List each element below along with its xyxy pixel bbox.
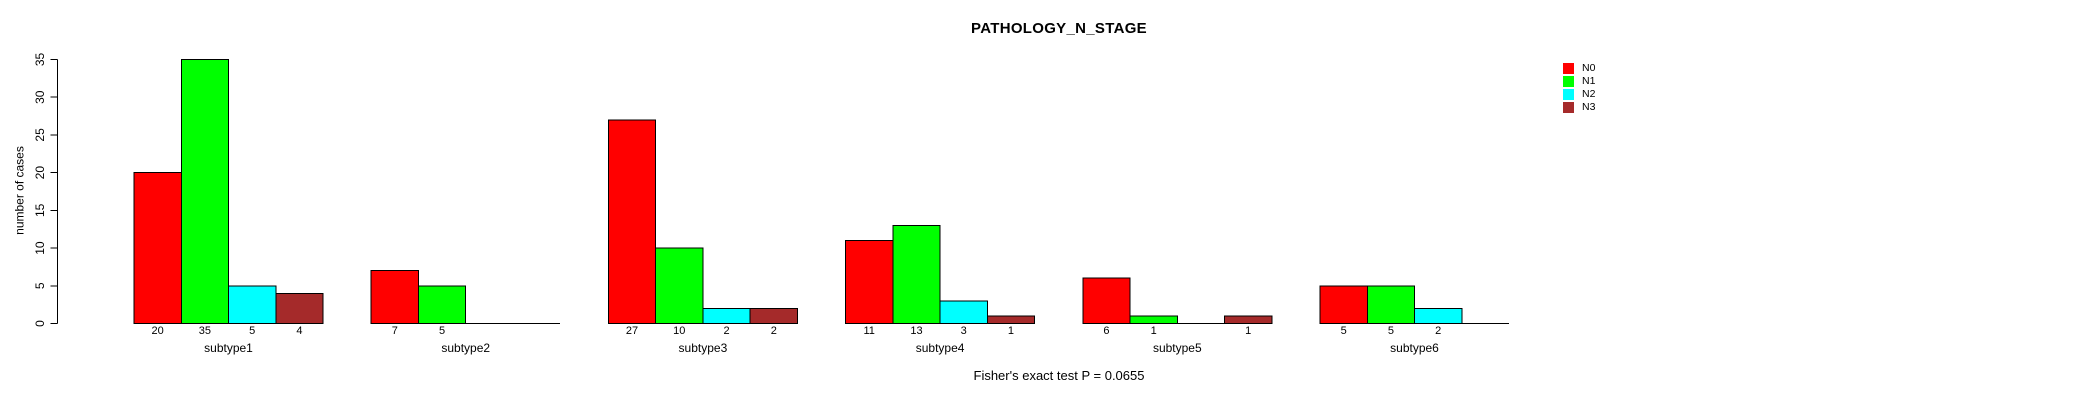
- bar-N3-subtype4: [986, 315, 1036, 325]
- bar-value-label: 6: [1103, 325, 1109, 337]
- bar-N0-subtype2: [370, 270, 419, 325]
- bar-value-label: 2: [1435, 325, 1441, 337]
- y-tick-label: 15: [33, 203, 47, 217]
- bar-N1-subtype6: [1366, 285, 1415, 324]
- bar-N2-subtype3: [702, 307, 751, 324]
- bar-N0-subtype3: [607, 119, 657, 325]
- bar-value-label: 10: [673, 325, 685, 337]
- bar-value-label: 27: [626, 325, 638, 337]
- x-category-label: subtype4: [916, 341, 965, 355]
- bar-N0-subtype1: [133, 172, 182, 324]
- x-category-label: subtype6: [1390, 341, 1439, 355]
- bar-value-label: 1: [1008, 325, 1014, 337]
- bar-N3-subtype5: [1224, 315, 1273, 325]
- bar-N0-subtype5: [1082, 277, 1131, 324]
- y-tick-label: 5: [33, 282, 47, 289]
- bar-value-label: 1: [1245, 325, 1251, 337]
- legend-item-N1: N1: [1563, 75, 1595, 88]
- legend-swatch-N3: [1563, 102, 1574, 113]
- y-tick-label: 20: [33, 166, 47, 180]
- x-category-label: subtype2: [441, 341, 490, 355]
- bar-N1-subtype4: [892, 224, 941, 324]
- bar-value-label: 35: [199, 325, 211, 337]
- bar-value-label: 3: [961, 325, 967, 337]
- legend-label: N3: [1582, 101, 1596, 113]
- legend-label: N2: [1582, 88, 1596, 100]
- bar-N1-subtype2: [417, 285, 467, 324]
- bar-value-label: 5: [1341, 325, 1347, 337]
- x-category-label: subtype3: [679, 341, 728, 355]
- bar-value-label: 5: [249, 325, 255, 337]
- bar-N3-subtype1: [275, 292, 324, 325]
- stat-annotation: Fisher's exact test P = 0.0655: [973, 368, 1145, 383]
- legend-swatch-N1: [1563, 76, 1574, 87]
- x-category-label: subtype5: [1153, 341, 1202, 355]
- bar-N1-subtype5: [1129, 315, 1178, 325]
- bar-N1-subtype3: [655, 247, 704, 324]
- y-tick-label: 25: [33, 128, 47, 142]
- legend-swatch-N2: [1563, 89, 1574, 100]
- legend-swatch-N0: [1563, 63, 1574, 74]
- bar-value-label: 20: [152, 325, 164, 337]
- bar-N0-subtype6: [1319, 285, 1368, 324]
- bar-N2-subtype6: [1414, 307, 1463, 324]
- bar-N3-subtype3: [749, 307, 798, 324]
- bar-N1-subtype1: [180, 59, 229, 324]
- bar-N0-subtype4: [845, 240, 894, 324]
- bar-N2-subtype1: [228, 285, 277, 324]
- y-tick-label: 30: [33, 90, 47, 104]
- bar-value-label: 2: [771, 325, 777, 337]
- bar-value-label: 1: [1151, 325, 1157, 337]
- legend-label: N0: [1582, 62, 1596, 74]
- bar-value-label: 4: [296, 325, 302, 337]
- legend-item-N3: N3: [1563, 101, 1595, 114]
- bar-value-label: 5: [1388, 325, 1394, 337]
- bar-value-label: 11: [864, 325, 875, 337]
- bar-value-label: 2: [723, 325, 729, 337]
- legend-label: N1: [1582, 75, 1596, 87]
- y-tick-label: 0: [33, 320, 47, 327]
- legend-item-N0: N0: [1563, 62, 1595, 75]
- x-category-label: subtype1: [204, 341, 253, 355]
- bar-N2-subtype4: [939, 300, 988, 324]
- bar-value-label: 7: [392, 325, 398, 337]
- y-tick-label: 10: [33, 241, 47, 255]
- legend: N0 N1 N2 N3: [1563, 62, 1595, 114]
- bar-value-label: 13: [910, 325, 922, 337]
- legend-item-N2: N2: [1563, 88, 1595, 101]
- chart-title: PATHOLOGY_N_STAGE: [971, 20, 1147, 37]
- y-tick-label: 35: [33, 53, 47, 67]
- bar-value-label: 5: [439, 325, 445, 337]
